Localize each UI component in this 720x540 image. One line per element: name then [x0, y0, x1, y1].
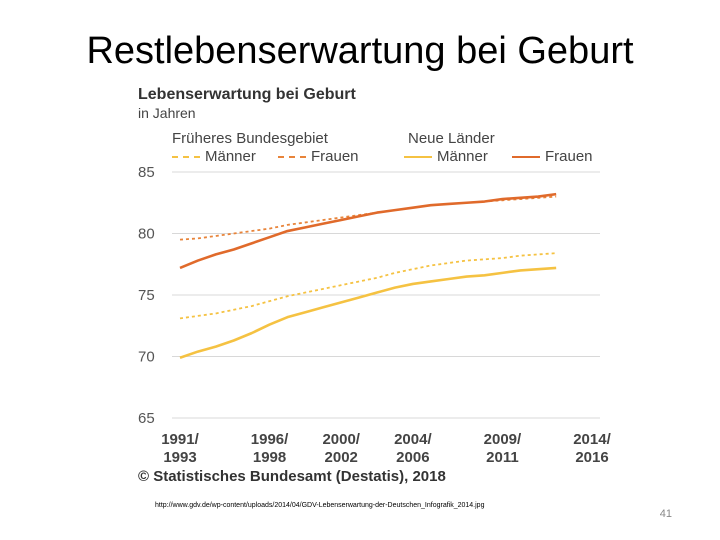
- x-tick-label: 2004/: [394, 431, 432, 448]
- x-tick-label: 2006: [396, 449, 429, 466]
- chart-subtitle: in Jahren: [138, 105, 196, 121]
- page-number: 41: [659, 508, 672, 520]
- legend-group-west: Früheres Bundesgebiet: [172, 130, 328, 147]
- x-tick-label: 2014/: [573, 431, 611, 448]
- y-tick-label: 80: [138, 226, 155, 243]
- slide-title: Restlebenserwartung bei Geburt: [86, 30, 634, 72]
- chart: Lebenserwartung bei Geburt in Jahren Frü…: [130, 80, 630, 500]
- legend-item-east-frauen: Frauen: [512, 148, 593, 165]
- legend-swatch: [512, 155, 540, 158]
- y-tick-label: 85: [138, 164, 155, 181]
- legend-group-east: Neue Länder: [408, 130, 495, 147]
- chart-title: Lebenserwartung bei Geburt: [138, 86, 356, 103]
- legend-label: Frauen: [545, 148, 593, 165]
- source-url: http://www.gdv.de/wp-content/uploads/201…: [155, 502, 485, 509]
- x-tick-label: 2016: [575, 449, 608, 466]
- legend-swatch: [278, 155, 306, 158]
- x-tick-label: 2002: [325, 449, 358, 466]
- legend-item-west-frauen: Frauen: [278, 148, 359, 165]
- y-tick-label: 65: [138, 410, 155, 427]
- y-tick-label: 70: [138, 349, 155, 366]
- legend-label: Frauen: [311, 148, 359, 165]
- x-tick-label: 2009/: [484, 431, 522, 448]
- legend-label: Männer: [437, 148, 488, 165]
- series-line-3: [179, 192, 557, 270]
- legend-item-east-maenner: Männer: [404, 148, 488, 165]
- legend-swatch: [172, 155, 200, 158]
- x-tick-label: 2011: [486, 449, 519, 466]
- legend-swatch: [404, 155, 432, 158]
- x-tick-label: 1998: [253, 449, 286, 466]
- x-tick-label: 1996/: [251, 431, 289, 448]
- x-tick-label: 2000/: [322, 431, 360, 448]
- x-tick-label: 1991/: [161, 431, 199, 448]
- series-line-0: [179, 252, 557, 320]
- copyright: © Statistisches Bundesamt (Destatis), 20…: [138, 468, 446, 485]
- series-line-2: [179, 266, 557, 359]
- x-tick-label: 1993: [163, 449, 196, 466]
- legend-label: Männer: [205, 148, 256, 165]
- y-tick-label: 75: [138, 287, 155, 304]
- legend-item-west-maenner: Männer: [172, 148, 256, 165]
- plot-area: 65 70 75 80 85 1991/1993 1996/1998 2000/2002 200…: [138, 164, 612, 466]
- copyright-text: © Statistisches Bundesamt (Destatis), 20…: [138, 468, 446, 485]
